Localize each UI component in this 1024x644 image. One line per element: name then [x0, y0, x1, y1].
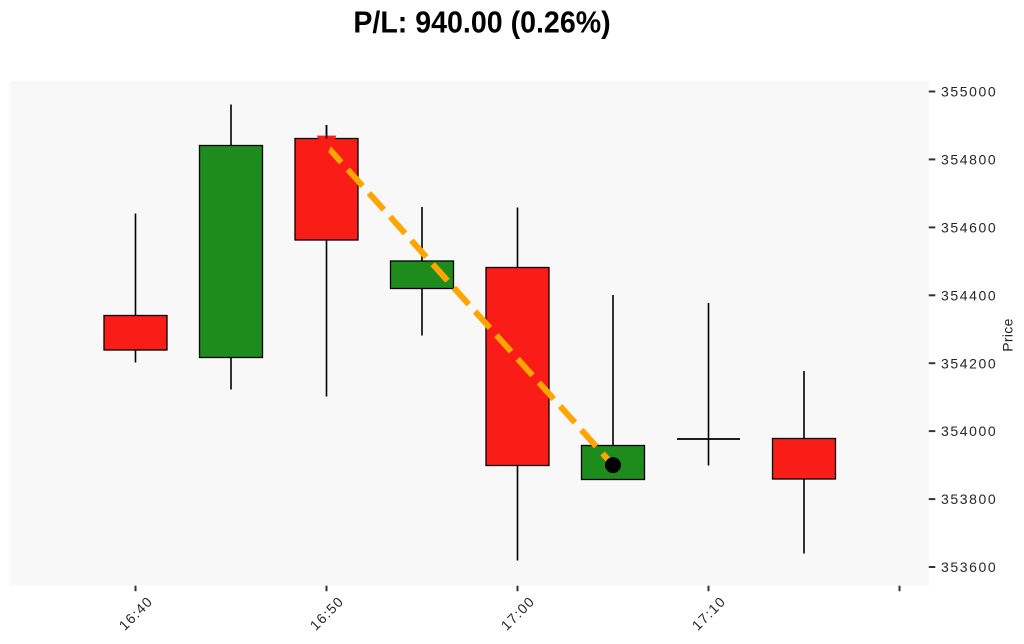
svg-text:17:00: 17:00	[498, 593, 538, 633]
svg-text:354600: 354600	[941, 220, 997, 236]
svg-text:354000: 354000	[941, 423, 997, 439]
svg-text:354400: 354400	[941, 287, 997, 303]
svg-text:353600: 353600	[941, 559, 997, 575]
svg-text:16:50: 16:50	[307, 593, 347, 633]
svg-text:P/L: 940.00 (0.26%): P/L: 940.00 (0.26%)	[353, 6, 610, 40]
svg-text:17:10: 17:10	[689, 593, 729, 633]
svg-text:354200: 354200	[941, 355, 997, 371]
svg-text:354800: 354800	[941, 152, 997, 168]
svg-text:355000: 355000	[941, 84, 997, 100]
svg-text:353800: 353800	[941, 491, 997, 507]
svg-text:Price: Price	[1000, 318, 1016, 351]
svg-text:16:40: 16:40	[116, 593, 156, 633]
